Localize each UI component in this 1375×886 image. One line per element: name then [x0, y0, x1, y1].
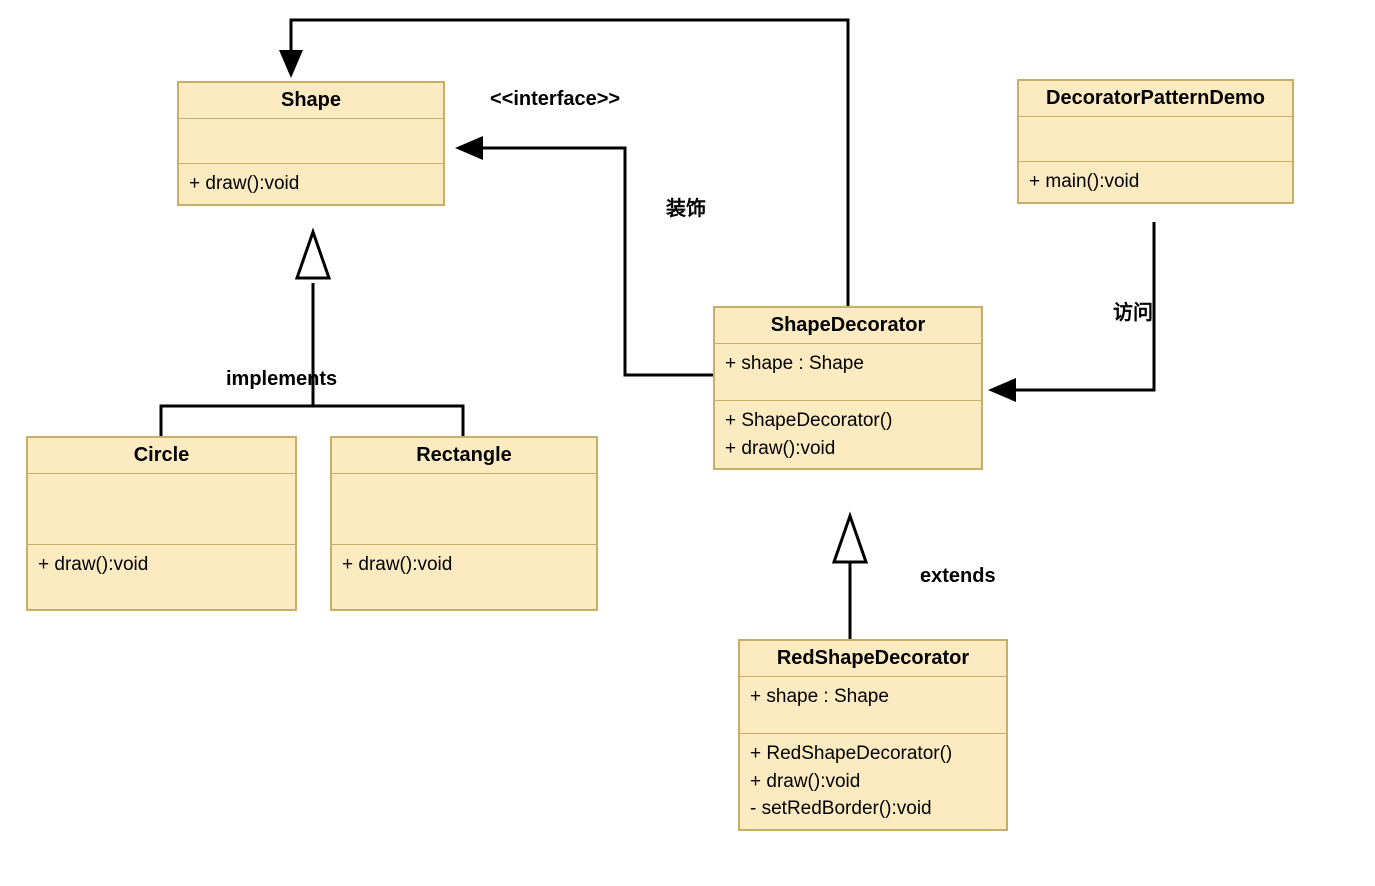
- arrowhead-extends: [834, 516, 866, 562]
- class-circle-title: Circle: [28, 438, 295, 474]
- class-demo: DecoratorPatternDemo + main():void: [1017, 79, 1294, 204]
- class-circle-attrs: [28, 474, 295, 545]
- class-shape-title: Shape: [179, 83, 443, 119]
- method-line: + draw():void: [725, 435, 971, 463]
- class-demo-attrs: [1019, 117, 1292, 162]
- attr-line: + shape : Shape: [750, 683, 996, 711]
- method-line: + main():void: [1029, 168, 1282, 196]
- class-shape-attrs: [179, 119, 443, 164]
- class-redshapedecorator: RedShapeDecorator + shape : Shape + RedS…: [738, 639, 1008, 831]
- label-extends: extends: [920, 565, 996, 588]
- class-rectangle: Rectangle + draw():void: [330, 436, 598, 611]
- method-line: + draw():void: [189, 170, 433, 198]
- class-rectangle-title: Rectangle: [332, 438, 596, 474]
- arrowhead-demo-access: [988, 378, 1016, 402]
- class-demo-methods: + main():void: [1019, 162, 1292, 202]
- method-line: + draw():void: [342, 551, 586, 579]
- label-decorate: 装饰: [666, 192, 706, 221]
- method-line: - setRedBorder():void: [750, 795, 996, 823]
- class-shape: Shape + draw():void: [177, 81, 445, 206]
- class-circle: Circle + draw():void: [26, 436, 297, 611]
- class-rectangle-attrs: [332, 474, 596, 545]
- class-redshapedecorator-methods: + RedShapeDecorator() + draw():void - se…: [740, 734, 1006, 829]
- class-shapedecorator: ShapeDecorator + shape : Shape + ShapeDe…: [713, 306, 983, 470]
- edge-decorator-to-shape: [478, 148, 713, 375]
- method-line: + RedShapeDecorator(): [750, 740, 996, 768]
- arrowhead-implements: [297, 232, 329, 278]
- label-access: 访问: [1113, 296, 1153, 325]
- class-redshapedecorator-title: RedShapeDecorator: [740, 641, 1006, 677]
- class-shape-methods: + draw():void: [179, 164, 443, 204]
- class-rectangle-methods: + draw():void: [332, 545, 596, 609]
- label-implements: implements: [226, 368, 337, 391]
- attr-line: + shape : Shape: [725, 350, 971, 378]
- class-demo-title: DecoratorPatternDemo: [1019, 81, 1292, 117]
- method-line: + draw():void: [38, 551, 285, 579]
- edge-implements: [161, 283, 463, 436]
- class-shapedecorator-attrs: + shape : Shape: [715, 344, 981, 401]
- arrowhead-decorator-loop: [279, 50, 303, 78]
- label-interface: <<interface>>: [490, 88, 620, 111]
- class-redshapedecorator-attrs: + shape : Shape: [740, 677, 1006, 734]
- arrowhead-decorator-to-shape: [455, 136, 483, 160]
- class-circle-methods: + draw():void: [28, 545, 295, 609]
- class-shapedecorator-title: ShapeDecorator: [715, 308, 981, 344]
- class-shapedecorator-methods: + ShapeDecorator() + draw():void: [715, 401, 981, 468]
- method-line: + draw():void: [750, 768, 996, 796]
- method-line: + ShapeDecorator(): [725, 407, 971, 435]
